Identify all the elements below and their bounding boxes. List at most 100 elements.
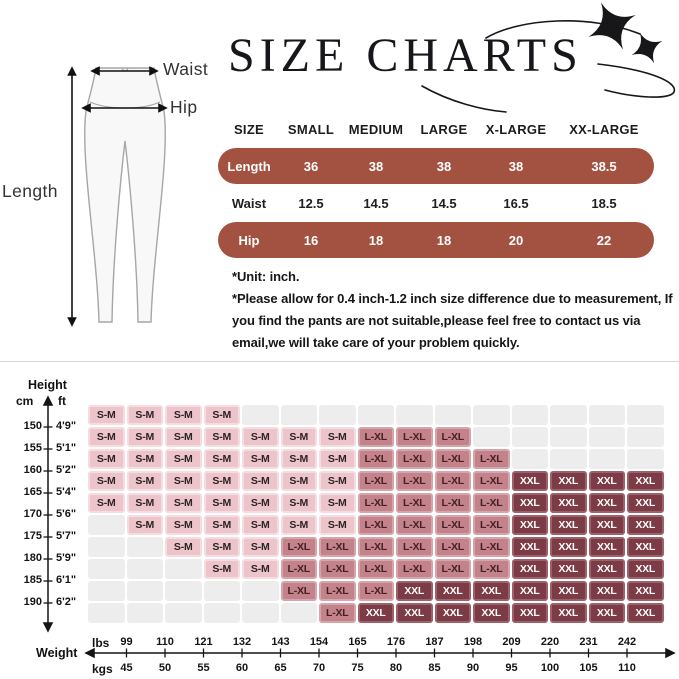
table-cell: 22	[596, 232, 612, 248]
fit-chart: Height cm ft Weight lbs kgs S-M S-M S-M S-M…	[0, 368, 679, 679]
size-cell: L-XL	[319, 559, 356, 579]
weight-kgs-label: 60	[235, 662, 249, 674]
size-cell: XXL	[511, 493, 548, 513]
size-cell: S-M	[126, 449, 163, 469]
size-cell: XXL	[588, 559, 625, 579]
size-cell: S-M	[165, 405, 202, 425]
size-cell: L-XL	[396, 515, 433, 535]
size-cell: L-XL	[473, 471, 510, 491]
swoosh-line	[597, 63, 676, 98]
table-cell: 18.5	[591, 195, 617, 211]
column-header: XX-LARGE	[569, 121, 639, 137]
weight-kgs-label: 55	[197, 662, 210, 674]
size-cell: L-XL	[357, 427, 394, 447]
column-header: MEDIUM	[348, 121, 404, 137]
height-cm-label: 150	[23, 420, 42, 432]
size-cell: L-XL	[473, 537, 510, 557]
size-cell: XXL	[550, 515, 587, 535]
empty-cell	[165, 603, 202, 623]
size-table-row: Length 36 38 38 38 38.5	[218, 148, 654, 184]
height-cm-label: 165	[23, 486, 42, 498]
height-cm-label: 170	[23, 508, 42, 520]
size-table-row: Hip 16 18 18 20 22	[218, 222, 654, 258]
size-cell: S-M	[242, 449, 279, 469]
empty-cell	[88, 559, 125, 579]
table-cell: 38	[368, 158, 384, 174]
weight-lbs-label: 110	[156, 636, 174, 648]
empty-cell	[550, 405, 587, 425]
row-label: Hip	[238, 232, 260, 248]
waist-arrow	[90, 66, 159, 76]
size-cell: L-XL	[319, 537, 356, 557]
size-cell: S-M	[203, 405, 240, 425]
height-cm-label: 190	[23, 596, 42, 608]
size-cell: L-XL	[473, 449, 510, 469]
size-cell: L-XL	[473, 559, 510, 579]
empty-cell	[88, 581, 125, 601]
row-label: Waist	[231, 195, 267, 211]
size-cell: S-M	[126, 471, 163, 491]
weight-kgs-label: 50	[158, 662, 172, 674]
size-cell: S-M	[88, 493, 125, 513]
table-cell: 14.5	[363, 195, 389, 211]
weight-lbs-label: 132	[232, 636, 252, 648]
size-cell: L-XL	[434, 449, 471, 469]
size-cell: L-XL	[396, 493, 433, 513]
empty-cell	[473, 405, 510, 425]
weight-kgs-label: 90	[466, 662, 480, 674]
weight-kgs-label: 70	[312, 662, 326, 674]
size-cell: XXL	[627, 471, 664, 491]
size-cell: L-XL	[434, 471, 471, 491]
size-heatmap-grid: S-M S-M S-M S-M S-M S-M S-M S-M S-M S-M S-M L-XL L-X…	[88, 405, 664, 623]
size-cell: S-M	[242, 515, 279, 535]
height-cm-label: 180	[23, 552, 42, 564]
empty-cell	[165, 581, 202, 601]
empty-cell	[242, 603, 279, 623]
sparkle-icon	[631, 32, 663, 64]
size-cell: XXL	[588, 471, 625, 491]
title-decoration	[421, 2, 676, 113]
size-cell: L-XL	[473, 493, 510, 513]
empty-cell	[203, 581, 240, 601]
size-cell: S-M	[88, 405, 125, 425]
size-cell: L-XL	[434, 427, 471, 447]
weight-unit-lbs: lbs	[92, 636, 110, 650]
size-cell: XXL	[550, 471, 587, 491]
table-cell: 16.5	[503, 195, 529, 211]
empty-cell	[165, 559, 202, 579]
height-ft-label: 4'9"	[56, 420, 77, 432]
size-cell: S-M	[165, 471, 202, 491]
hip-label: Hip	[170, 97, 198, 117]
empty-cell	[319, 405, 356, 425]
empty-cell	[396, 405, 433, 425]
size-cell: XXL	[588, 537, 625, 557]
weight-kgs-label: 45	[120, 662, 133, 674]
empty-cell	[627, 449, 664, 469]
size-cell: S-M	[203, 493, 240, 513]
height-ft-label: 5'6"	[56, 508, 77, 520]
size-cell: L-XL	[357, 581, 394, 601]
empty-cell	[511, 405, 548, 425]
size-cell: L-XL	[357, 449, 394, 469]
height-ft-label: 5'7"	[56, 530, 77, 542]
table-cell: 20	[508, 232, 524, 248]
weight-lbs-label: 99	[120, 636, 133, 648]
column-header: LARGE	[420, 121, 468, 137]
sparkle-icon	[588, 2, 636, 50]
section-divider	[0, 361, 679, 362]
size-cell: XXL	[588, 603, 625, 623]
size-cell: S-M	[242, 493, 279, 513]
size-cell: L-XL	[280, 581, 317, 601]
empty-cell	[88, 537, 125, 557]
weight-kgs-label: 75	[351, 662, 364, 674]
size-cell: S-M	[203, 449, 240, 469]
size-cell: S-M	[203, 471, 240, 491]
weight-kgs-label: 85	[428, 662, 441, 674]
size-cell: XXL	[550, 537, 587, 557]
size-cell: L-XL	[434, 559, 471, 579]
table-cell: 14.5	[431, 195, 457, 211]
page-title: SIZE CHARTS	[228, 29, 583, 82]
size-cell: L-XL	[396, 427, 433, 447]
table-cell: 36	[303, 158, 319, 174]
size-cell: S-M	[319, 427, 356, 447]
